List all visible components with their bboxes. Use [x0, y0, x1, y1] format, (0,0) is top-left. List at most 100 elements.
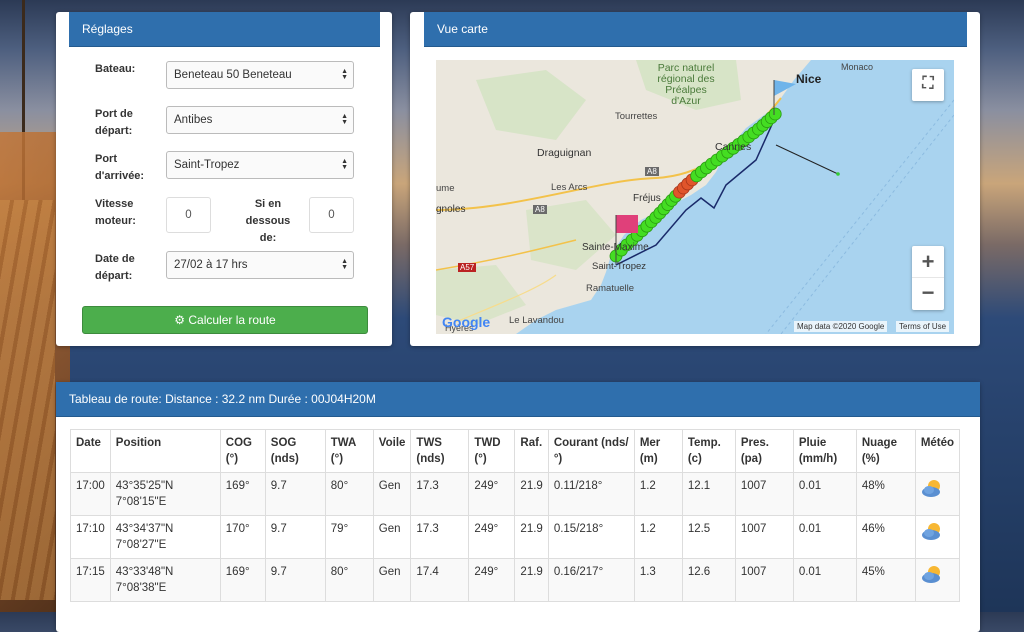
boat-select[interactable]: Beneteau 50 Beneteau ▲ ▼ — [166, 61, 354, 89]
pres-cell: 1007 — [734, 515, 794, 559]
arrival-port-select[interactable]: Saint-Tropez ▲ ▼ — [166, 151, 354, 179]
twd-cell: 249° — [468, 558, 516, 602]
motor-speed-input[interactable]: 0 — [166, 197, 211, 233]
column-header: Météo — [914, 429, 961, 473]
map-label-monaco: Monaco — [841, 62, 874, 72]
map-label-saint-tropez: Saint-Tropez — [592, 261, 647, 272]
forest-area — [476, 70, 586, 140]
column-header: Nuage (%) — [855, 429, 916, 473]
date-cell: 17:10 — [70, 515, 111, 559]
temp-cell: 12.5 — [681, 515, 736, 559]
cog-cell: 170° — [219, 515, 266, 559]
map-label-nice: Nice — [796, 72, 822, 86]
route-line — [615, 119, 775, 266]
map-label-cannes: Cannes — [715, 141, 752, 153]
pluie-cell: 0.01 — [792, 515, 857, 559]
sog-cell: 9.7 — [264, 515, 326, 559]
tws-cell: 17.3 — [410, 472, 470, 516]
google-logo: Google — [442, 314, 491, 330]
map-label-sainte-maxime: Sainte-Maxime — [582, 242, 649, 253]
forest-area — [436, 265, 526, 325]
departure-port-value: Antibes — [174, 114, 213, 126]
column-header: Raf. — [514, 429, 549, 473]
nuage-cell: 46% — [855, 515, 916, 559]
arrival-port-value: Saint-Tropez — [174, 159, 240, 171]
raf-cell: 21.9 — [514, 472, 549, 516]
raf-cell: 21.9 — [514, 558, 549, 602]
column-header: Mer (m) — [633, 429, 683, 473]
column-header: Position — [109, 429, 221, 473]
twa-cell: 79° — [324, 515, 374, 559]
zoom-in-button[interactable]: + — [912, 246, 944, 278]
wind-vector-end — [836, 172, 840, 176]
compute-route-button[interactable]: ⚙ Calculer la route — [82, 306, 368, 334]
departure-date-select[interactable]: 27/02 à 17 hrs ▲ ▼ — [166, 251, 354, 279]
partly-cloudy-icon — [921, 521, 943, 541]
partly-cloudy-icon — [921, 478, 943, 498]
arrival-port-label: Port d'arrivée: — [95, 153, 145, 182]
boat-label: Bateau: — [95, 63, 136, 75]
nuage-cell: 45% — [855, 558, 916, 602]
courant-cell: 0.15/218° — [547, 515, 635, 559]
column-header: Temp. (c) — [681, 429, 736, 473]
map-label-park: Parc naturel régional des Préalpes d'Azur — [657, 62, 715, 107]
table-row: 17:15 43°33'48"N 7°08'38"E 169° 9.7 80° Gen 17.… — [70, 558, 961, 602]
route-table-title: Tableau de route: Distance : 32.2 nm Dur… — [56, 382, 980, 417]
column-header: Date — [70, 429, 111, 473]
pluie-cell: 0.01 — [792, 558, 857, 602]
arrival-flag-icon — [615, 215, 638, 265]
park-area — [636, 60, 741, 110]
route-table: Date Position COG (°) SOG (nds) TWA (°) Voile TWS… — [70, 429, 961, 602]
courant-cell: 0.11/218° — [547, 472, 635, 516]
map-label-ramatuelle: Ramatuelle — [586, 283, 635, 294]
fullscreen-button[interactable]: ⛶ — [912, 69, 944, 101]
fullscreen-icon: ⛶ — [922, 75, 934, 92]
courant-cell: 0.16/217° — [547, 558, 635, 602]
mer-cell: 1.2 — [633, 515, 683, 559]
map-label-a57: A57 — [458, 263, 477, 272]
map-data-credit: Map data ©2020 Google — [794, 321, 888, 332]
table-header-row: Date Position COG (°) SOG (nds) TWA (°) Voile TWS… — [70, 429, 961, 473]
road — [436, 239, 577, 271]
settings-panel: Réglages Bateau: Beneteau 50 Beneteau ▲ ▼… — [56, 12, 392, 346]
mer-cell: 1.2 — [633, 472, 683, 516]
map-label-le-lavandou: Le Lavandou — [509, 315, 564, 326]
below-label: Si en dessous de: — [245, 198, 291, 244]
map-label-les-arcs: Les Arcs — [551, 182, 588, 193]
voile-cell: Gen — [372, 472, 412, 516]
motor-speed-label: Vitesse moteur: — [95, 198, 136, 227]
meteo-cell — [914, 472, 961, 516]
column-header: Courant (nds/°) — [547, 429, 635, 473]
map-panel: Vue carte Nice Monaco — [410, 12, 980, 346]
temp-cell: 12.1 — [681, 472, 736, 516]
map-label-a8: A8 — [645, 167, 659, 176]
compute-route-label: Calculer la route — [188, 313, 276, 327]
pluie-cell: 0.01 — [792, 472, 857, 516]
column-header: Pluie (mm/h) — [792, 429, 857, 473]
sog-cell: 9.7 — [264, 558, 326, 602]
departure-port-select[interactable]: Antibes ▲ ▼ — [166, 106, 354, 134]
voile-cell: Gen — [372, 515, 412, 559]
terms-link[interactable]: Terms of Use — [896, 321, 950, 332]
temp-cell: 12.6 — [681, 558, 736, 602]
map-canvas[interactable]: Nice Monaco Parc naturel régional des Préa… — [436, 60, 954, 334]
meteo-cell — [914, 558, 961, 602]
nuage-cell: 48% — [855, 472, 916, 516]
cog-cell: 169° — [219, 558, 266, 602]
table-row: 17:00 43°35'25"N 7°08'15"E 169° 9.7 80° Gen 17.… — [70, 472, 961, 516]
departure-date-value: 27/02 à 17 hrs — [174, 259, 248, 271]
raf-cell: 21.9 — [514, 515, 549, 559]
departure-port-label: Port de départ: — [95, 108, 133, 137]
below-threshold-input[interactable]: 0 — [309, 197, 354, 233]
map-label-tourrettes: Tourrettes — [615, 111, 658, 122]
map-label-a8: A8 — [533, 205, 547, 214]
twa-cell: 80° — [324, 472, 374, 516]
route-marker[interactable] — [768, 107, 782, 121]
twa-cell: 80° — [324, 558, 374, 602]
map-label-ume: ume — [436, 183, 455, 194]
twd-cell: 249° — [468, 515, 516, 559]
zoom-out-button[interactable]: − — [921, 280, 935, 305]
map-label-draguignan: Draguignan — [537, 147, 592, 159]
map-label-frejus: Fréjus — [633, 193, 661, 204]
position-cell: 43°35'25"N 7°08'15"E — [109, 472, 221, 516]
